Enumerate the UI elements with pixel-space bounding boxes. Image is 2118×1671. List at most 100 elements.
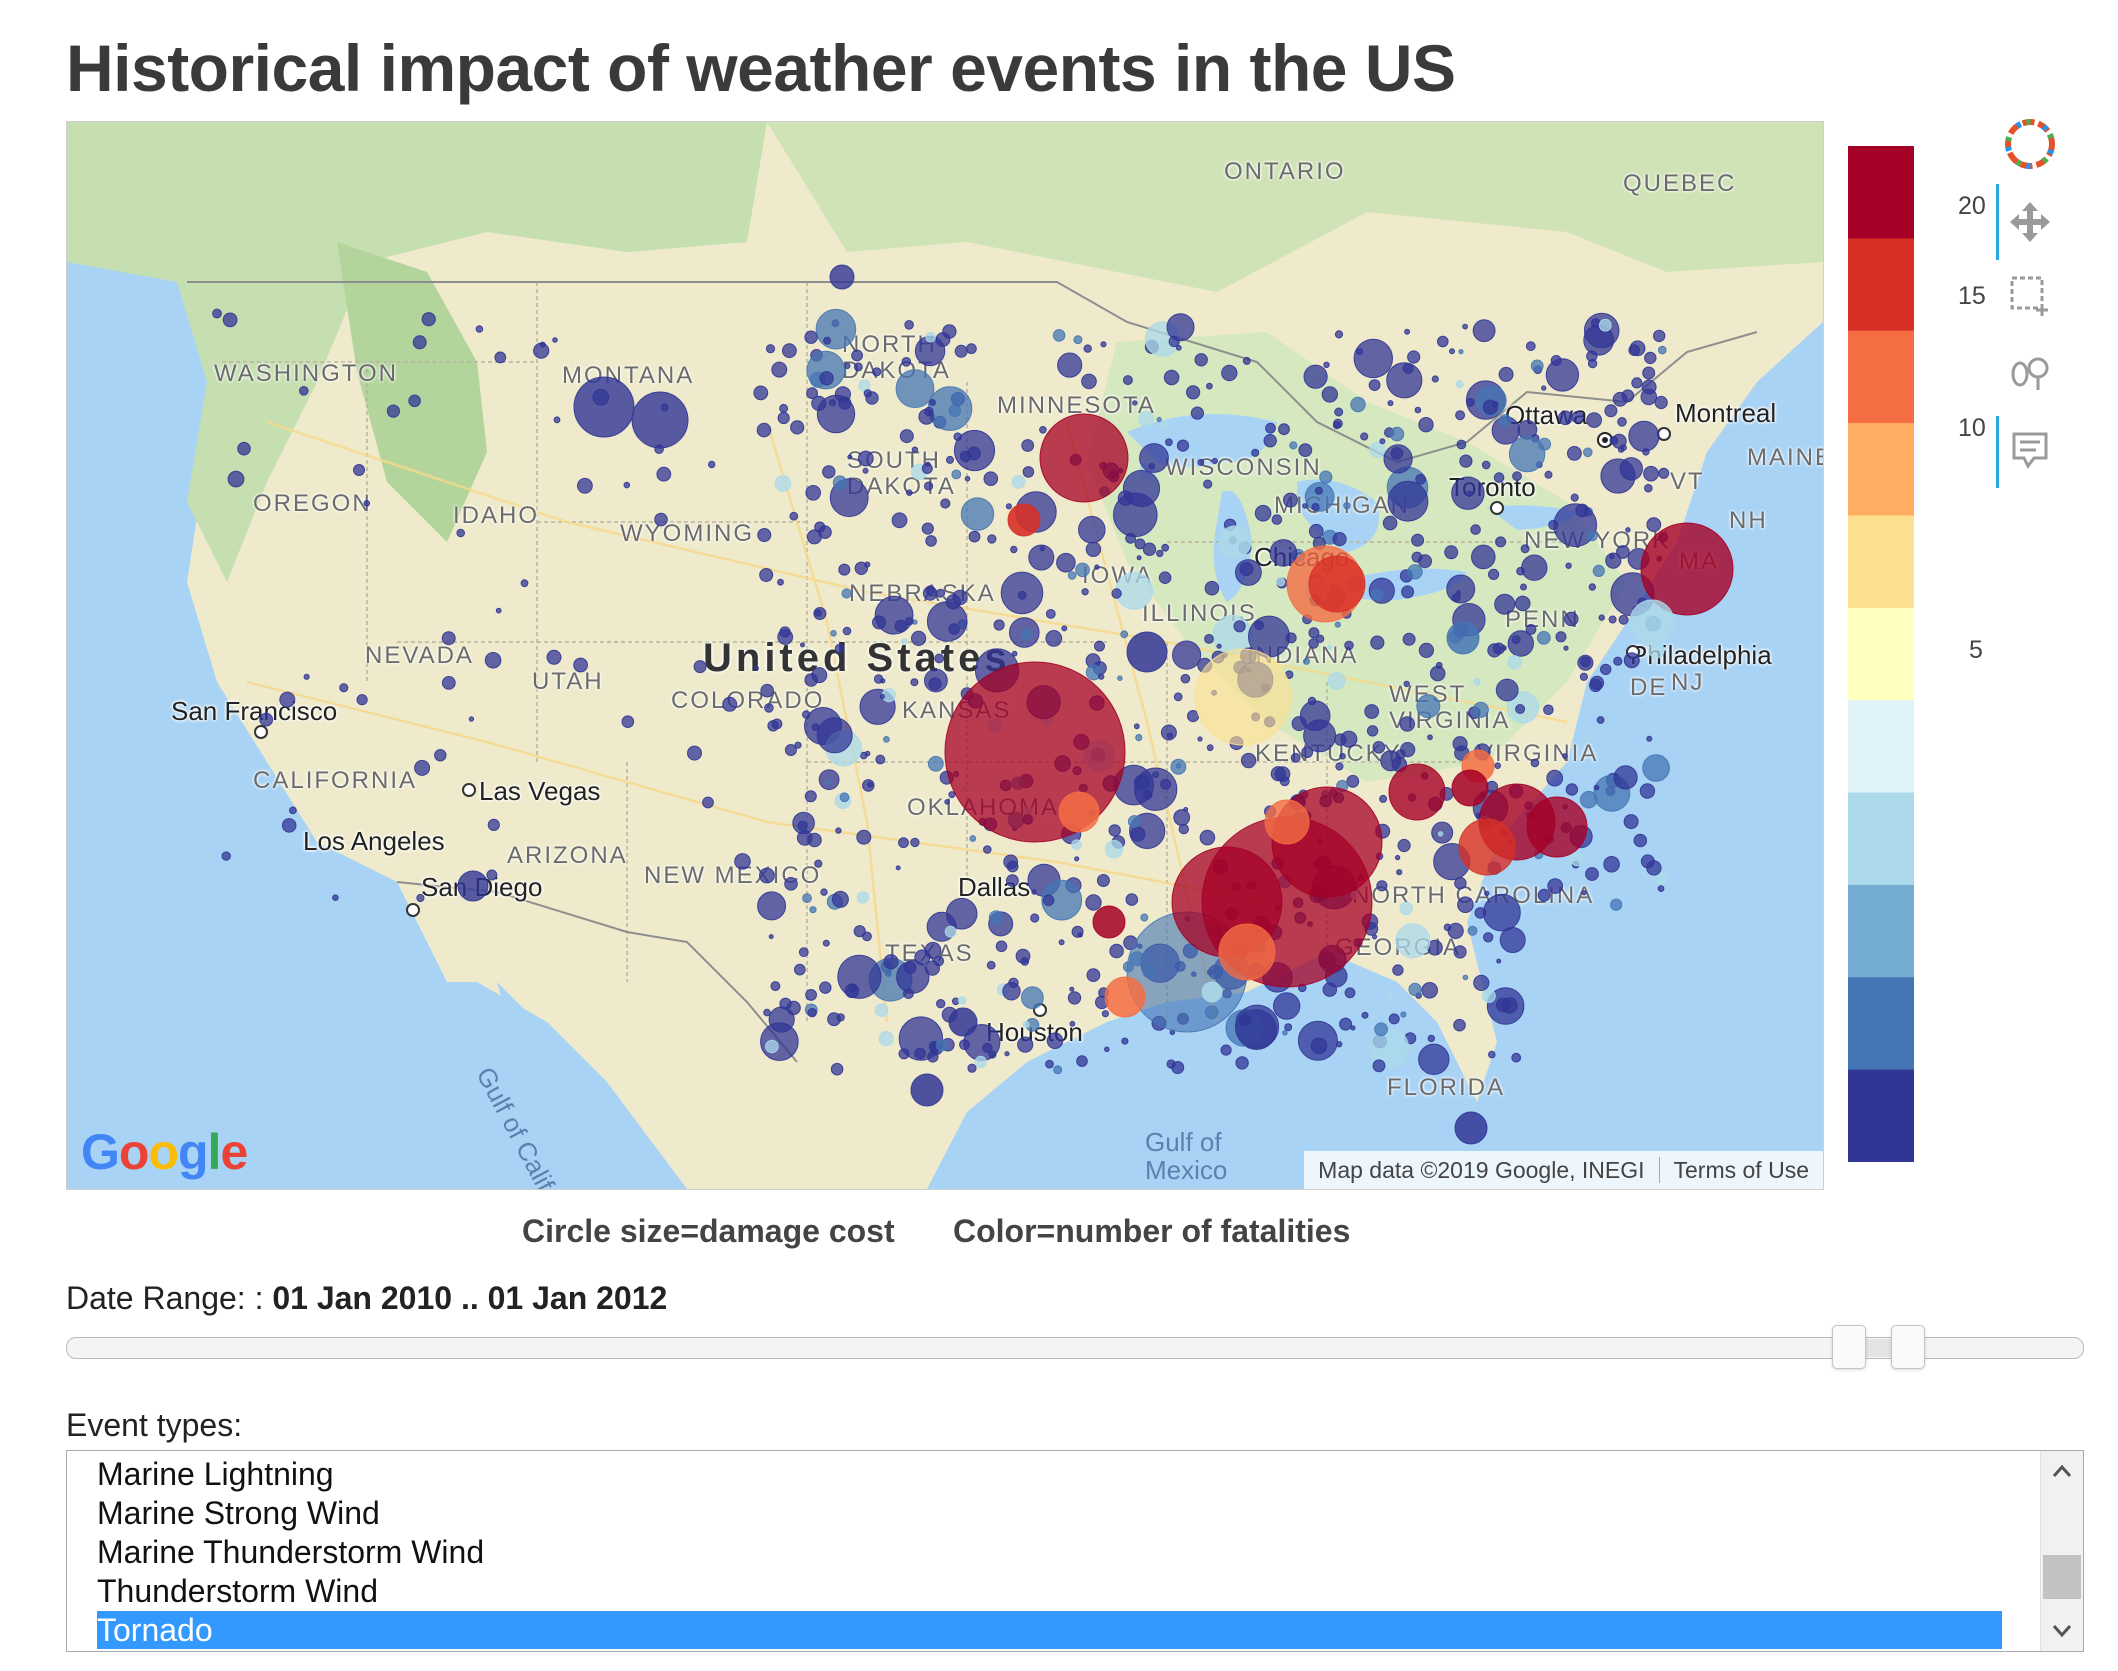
event-circle[interactable] (495, 607, 502, 614)
event-circle[interactable] (806, 387, 818, 400)
event-circle[interactable] (1628, 420, 1660, 452)
event-circle[interactable] (1067, 571, 1077, 580)
event-circle[interactable] (1619, 457, 1644, 481)
event-circle[interactable] (1039, 426, 1047, 434)
event-circle[interactable] (1493, 472, 1505, 483)
event-circle[interactable] (1421, 982, 1438, 999)
event-circle[interactable] (757, 528, 772, 542)
event-circle[interactable] (1104, 976, 1146, 1018)
event-circle[interactable] (1443, 923, 1452, 932)
event-circle[interactable] (1646, 517, 1662, 533)
event-circle[interactable] (1456, 439, 1467, 450)
event-circle[interactable] (1511, 635, 1521, 645)
event-circle[interactable] (1104, 1046, 1110, 1053)
event-circle[interactable] (1472, 701, 1489, 718)
event-circle[interactable] (1471, 544, 1496, 570)
event-circle[interactable] (1446, 574, 1476, 604)
event-circle[interactable] (1473, 974, 1490, 992)
event-circle[interactable] (1418, 1043, 1450, 1075)
event-circle[interactable] (927, 1051, 939, 1063)
event-circle[interactable] (918, 408, 935, 425)
event-circle[interactable] (1512, 471, 1522, 482)
event-types-select[interactable]: Marine Lightning Marine Strong Wind Mari… (66, 1450, 2084, 1652)
event-circle[interactable] (753, 665, 759, 671)
scroll-up-icon[interactable] (2041, 1451, 2083, 1491)
event-circle[interactable] (1583, 736, 1590, 743)
event-circle[interactable] (1264, 799, 1310, 845)
event-circle[interactable] (1290, 752, 1301, 763)
event-circle[interactable] (289, 806, 297, 815)
event-circle[interactable] (1311, 503, 1320, 511)
event-circle[interactable] (1543, 704, 1554, 716)
event-circle[interactable] (1387, 400, 1394, 407)
event-circle[interactable] (1335, 762, 1344, 771)
event-circle[interactable] (811, 395, 827, 411)
event-circle[interactable] (457, 870, 489, 902)
event-circle[interactable] (414, 759, 431, 776)
event-circle[interactable] (1039, 545, 1046, 552)
event-circle[interactable] (577, 477, 593, 494)
map-plot[interactable]: WASHINGTON MONTANA NORTH DAKOTA MINNESOT… (66, 121, 1824, 1190)
event-circle[interactable] (1234, 1004, 1280, 1049)
event-circle[interactable] (806, 350, 846, 390)
event-circle[interactable] (1558, 410, 1573, 426)
event-circle[interactable] (1623, 652, 1640, 669)
event-circle[interactable] (1598, 318, 1612, 332)
event-circle[interactable] (1218, 525, 1252, 559)
event-circle[interactable] (1315, 634, 1325, 643)
event-circle[interactable] (1235, 559, 1262, 586)
event-circle[interactable] (332, 894, 339, 902)
event-circle[interactable] (1194, 648, 1292, 746)
event-circle[interactable] (1386, 991, 1395, 1000)
event-circle[interactable] (1374, 1022, 1388, 1037)
event-circle[interactable] (1073, 335, 1083, 345)
event-circle[interactable] (1481, 460, 1491, 470)
event-circle[interactable] (794, 963, 806, 976)
event-circle[interactable] (1069, 1020, 1076, 1027)
event-circle[interactable] (1488, 568, 1500, 580)
event-circle[interactable] (1495, 536, 1507, 548)
event-circle[interactable] (1654, 395, 1668, 410)
event-circle[interactable] (1616, 545, 1630, 559)
event-circle[interactable] (1120, 630, 1129, 639)
event-circle[interactable] (386, 404, 400, 418)
event-circle[interactable] (221, 851, 231, 861)
event-circle[interactable] (1612, 391, 1628, 407)
event-circle[interactable] (1166, 1059, 1176, 1069)
event-circle[interactable] (1117, 675, 1123, 682)
event-circle[interactable] (797, 820, 808, 832)
event-circle[interactable] (853, 925, 866, 938)
event-circle[interactable] (927, 386, 973, 431)
date-range-slider-track[interactable] (66, 1337, 2084, 1359)
event-circle[interactable] (945, 897, 978, 930)
event-circle[interactable] (1483, 932, 1494, 943)
event-circle[interactable] (1045, 630, 1063, 647)
event-circle[interactable] (1370, 635, 1385, 650)
event-circle[interactable] (1592, 564, 1605, 577)
event-circle[interactable] (829, 264, 855, 290)
event-circle[interactable] (805, 485, 822, 501)
event-circle[interactable] (1279, 776, 1290, 787)
event-type-option-selected[interactable]: Tornado (97, 1611, 2002, 1649)
event-circle[interactable] (770, 981, 781, 992)
event-circle[interactable] (1567, 446, 1582, 461)
event-circle[interactable] (1199, 829, 1216, 846)
event-circle[interactable] (1031, 889, 1037, 895)
event-circle[interactable] (1058, 939, 1065, 946)
event-circle[interactable] (1368, 379, 1381, 392)
event-circle[interactable] (1332, 421, 1341, 430)
event-circle[interactable] (790, 420, 805, 435)
event-circle[interactable] (1613, 656, 1623, 666)
event-circle[interactable] (1366, 725, 1379, 737)
event-circle[interactable] (1403, 680, 1410, 688)
event-circle[interactable] (1507, 655, 1522, 670)
event-circle[interactable] (1282, 1030, 1288, 1036)
event-circle[interactable] (1644, 483, 1653, 493)
event-circle[interactable] (1308, 627, 1320, 639)
event-circle[interactable] (1565, 783, 1579, 796)
event-circle[interactable] (631, 391, 689, 449)
event-circle[interactable] (1593, 784, 1600, 791)
event-circle[interactable] (1369, 1027, 1410, 1068)
event-circle[interactable] (807, 1008, 817, 1018)
event-circle[interactable] (222, 312, 238, 328)
